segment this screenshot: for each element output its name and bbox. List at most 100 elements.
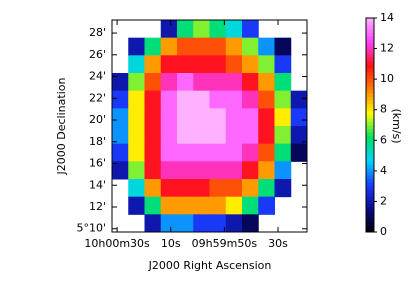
colorbar-segment <box>366 117 374 122</box>
heatmap-cell <box>193 143 210 162</box>
colorbar-segment <box>366 139 374 144</box>
heatmap-cell <box>209 179 227 198</box>
heatmap-cell <box>290 90 308 109</box>
heatmap-cell <box>242 37 259 56</box>
heatmap-cell <box>225 90 243 109</box>
colorbar-segment <box>366 121 374 126</box>
colorbar-segment <box>366 178 374 183</box>
y-tick-label: 16' <box>89 157 106 170</box>
colorbar-label: (km/s) <box>390 108 403 143</box>
heatmap-cell <box>209 37 227 56</box>
colorbar-segment <box>366 160 374 165</box>
colorbar-segment <box>366 171 374 176</box>
heatmap-cell <box>225 196 243 215</box>
colorbar-tick-label: 4 <box>380 164 387 177</box>
heatmap-cell <box>258 90 275 109</box>
colorbar-segment <box>366 50 374 55</box>
colorbar-tick-label: 12 <box>380 42 394 55</box>
y-tick-label: 5°10' <box>76 222 106 235</box>
heatmap-cell <box>128 73 145 92</box>
y-tick-label: 24' <box>89 70 106 83</box>
colorbar-segment <box>366 135 374 140</box>
heatmap-cell <box>225 179 243 198</box>
heatmap-cell <box>225 20 243 39</box>
colorbar-segment <box>366 42 374 48</box>
heatmap-cell <box>193 73 210 92</box>
heatmap-cell <box>160 37 178 56</box>
colorbar-tick-label: 14 <box>380 11 394 24</box>
heatmap-cell <box>128 161 145 180</box>
y-tick-label: 20' <box>89 113 106 126</box>
colorbar-segment <box>366 196 374 201</box>
y-tick-label: 12' <box>89 200 106 213</box>
heatmap-cell <box>160 126 178 145</box>
colorbar-tick-label: 2 <box>380 194 387 207</box>
heatmap-cell <box>225 108 243 127</box>
heatmap-cell <box>225 37 243 56</box>
colorbar-segment <box>366 82 374 87</box>
colorbar-segment <box>366 149 374 155</box>
heatmap-cell <box>274 126 292 145</box>
colorbar-segment <box>366 128 374 133</box>
colorbar-segment <box>366 132 374 137</box>
heatmap-cell <box>290 143 308 162</box>
heatmap-cell <box>242 214 259 233</box>
heatmap-cell <box>177 179 194 198</box>
heatmap-cell <box>193 90 210 109</box>
heatmap-cell <box>160 161 178 180</box>
heatmap-cell <box>242 196 259 215</box>
colorbar-segment <box>366 167 374 172</box>
y-axis-label: J2000 Declination <box>55 78 68 176</box>
heatmap-cell <box>242 126 259 145</box>
colorbar-segment <box>366 92 374 97</box>
colorbar-tick-label: 0 <box>380 225 387 238</box>
heatmap-cell <box>258 196 275 215</box>
heatmap-cell <box>290 108 308 127</box>
heatmap-cell <box>242 108 259 127</box>
heatmap-cell <box>258 143 275 162</box>
heatmap-cell <box>177 73 194 92</box>
colorbar-segment <box>366 174 374 179</box>
heatmap-cell <box>225 73 243 92</box>
heatmap-cell <box>177 55 194 74</box>
colorbar-segment <box>366 221 374 226</box>
colorbar-segment <box>366 182 374 187</box>
heatmap-cell <box>274 55 292 74</box>
heatmap-cell <box>160 55 178 74</box>
heatmap-cell <box>128 90 145 109</box>
heatmap-cell <box>128 196 145 215</box>
colorbar-segment <box>366 71 374 76</box>
heatmap-cell <box>160 196 178 215</box>
heatmap-cell <box>160 143 178 162</box>
heatmap-cell <box>209 55 227 74</box>
colorbar-segment <box>366 35 374 40</box>
heatmap-cell <box>274 179 292 198</box>
heatmap-cell <box>112 161 129 180</box>
y-tick-label: 14' <box>89 178 106 191</box>
heatmap-cell <box>274 143 292 162</box>
colorbar-segment <box>366 217 374 222</box>
colorbar-segment <box>366 25 374 30</box>
heatmap-cell <box>242 73 259 92</box>
colorbar-segment <box>366 228 374 233</box>
heatmap-cell <box>258 37 275 56</box>
heatmap-cell <box>112 126 129 145</box>
colorbar-segment <box>366 18 374 23</box>
x-tick-label: 10s <box>161 237 181 250</box>
colorbar-segment <box>366 164 374 169</box>
colorbar-segment <box>366 57 374 62</box>
heatmap-cell <box>209 90 227 109</box>
heatmap-cell <box>242 20 259 39</box>
colorbar-segment <box>366 114 374 119</box>
heatmap-cell <box>160 214 178 233</box>
heatmap-cell <box>112 73 129 92</box>
heatmap-cell <box>160 179 178 198</box>
colorbar-segment <box>366 60 374 65</box>
heatmap-cell <box>193 37 210 56</box>
colorbar-segment <box>366 199 374 204</box>
x-axis-label: J2000 Right Ascension <box>148 259 272 272</box>
heatmap-cell <box>209 20 227 39</box>
heatmap-cell <box>177 20 194 39</box>
colorbar-segment <box>366 89 374 94</box>
